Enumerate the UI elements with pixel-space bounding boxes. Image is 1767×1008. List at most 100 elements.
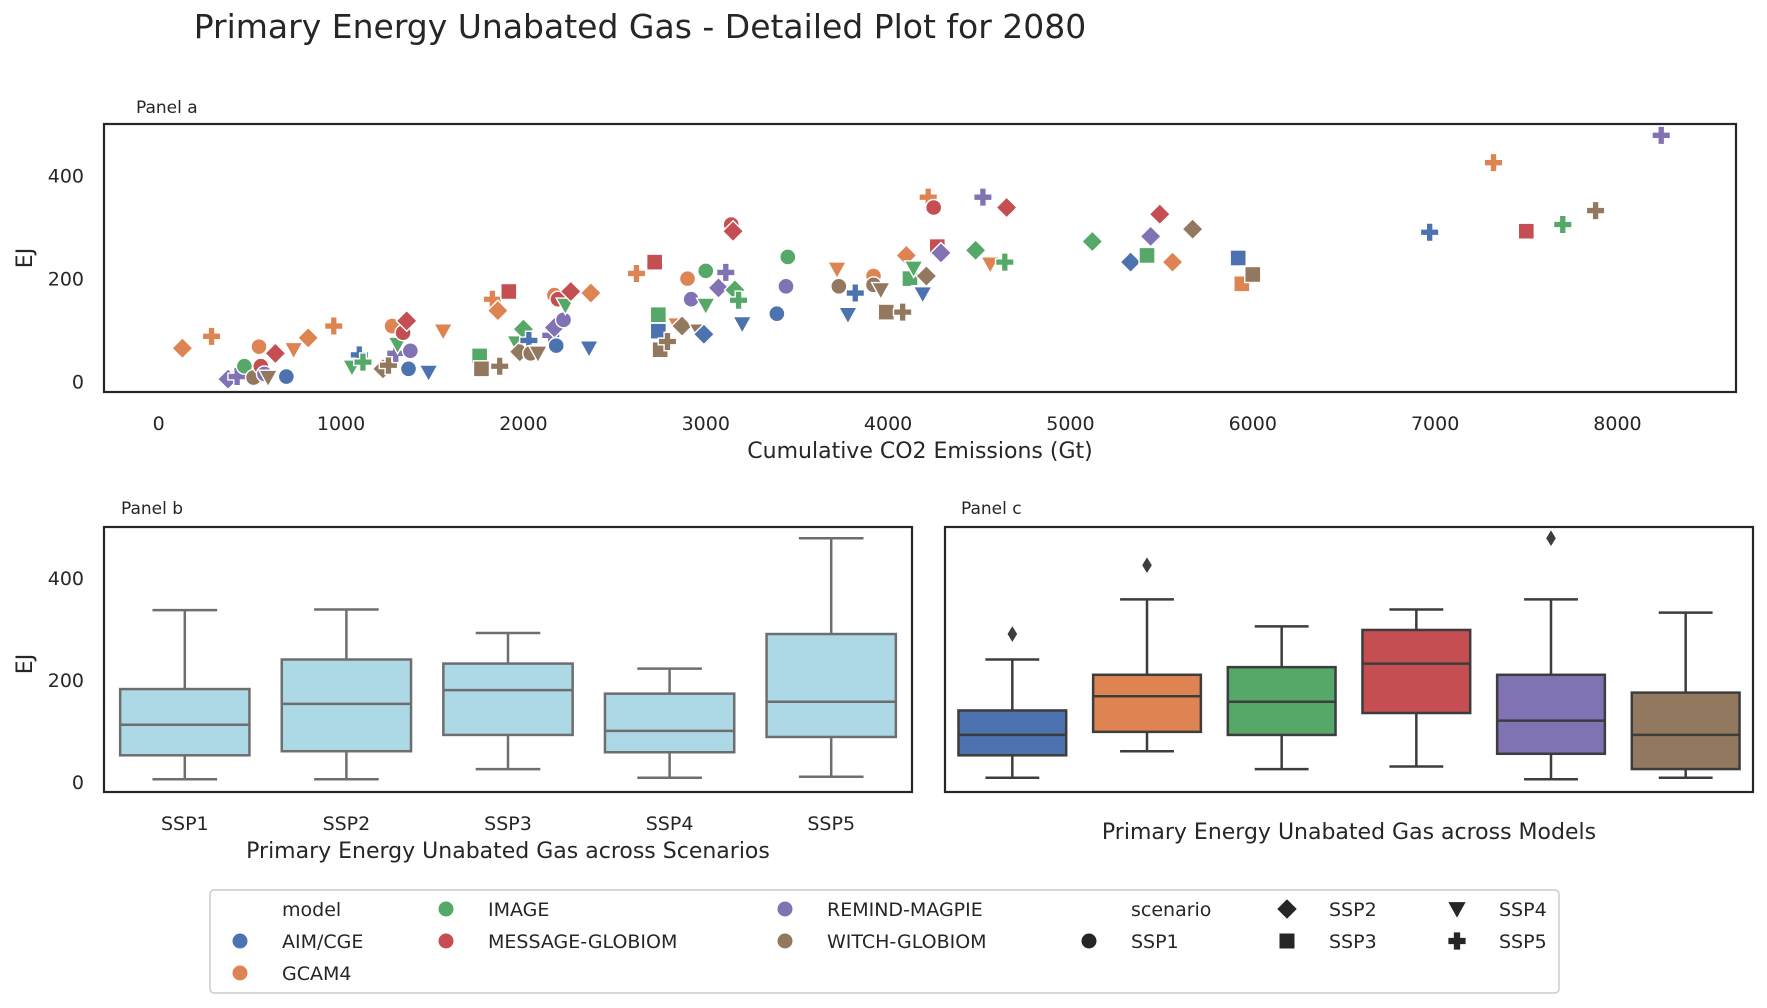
scatter-point [912,286,934,305]
panel-b-y-axis-label: EJ [13,654,38,674]
legend-model-label: AIM/CGE [282,931,363,953]
scatter-point [715,262,736,283]
panel-c-frame [943,525,1755,794]
scatter-point [657,331,678,352]
scatter-point [579,281,603,305]
scatter-point [1651,125,1672,146]
box-outlier [1142,557,1152,574]
scatter-point [929,241,953,265]
scatter-point [649,305,668,324]
scatter-point [201,326,222,347]
scatter-point [1161,250,1184,274]
x-tick-label: SSP1 [161,813,209,835]
x-tick-label: SSP2 [323,813,371,835]
scatter-point [418,364,439,384]
panel-a-x-axis-label: Cumulative CO2 Emissions (Gt) [747,439,1092,464]
legend-model-label: MESSAGE-GLOBIOM [488,931,677,953]
legend-marker [1081,933,1097,949]
legend-marker [777,901,793,917]
scatter-point [527,345,549,364]
scatter-point [914,264,938,288]
panel-a-y-axis-label: EJ [13,248,38,268]
scatter-point [692,322,716,346]
scatter-point [707,276,730,300]
legend-model-label: WITCH-GLOBIOM [827,931,987,953]
scatter-point [171,336,194,360]
scatter-point [554,311,573,329]
scatter-point [472,360,491,378]
scatter-point [250,337,268,356]
panel-a-x-ticks: 0 1000 2000 3000 4000 5000 6000 7000 8000 [153,413,1642,435]
y-tick-label: 400 [48,166,84,188]
scatter-point [892,302,913,323]
scatter-point [1139,224,1163,248]
scatter-point [296,326,320,350]
scatter-point [837,306,859,326]
panel-c-label: Panel c [961,499,1022,519]
panel-a-frame [102,122,1738,394]
panel-a-label: Panel a [136,98,198,118]
scatter-point [670,314,694,338]
panel-b-frame [102,525,914,794]
scatter-point [1517,222,1536,240]
scatter-point [283,341,305,361]
box-iqr [1630,691,1741,771]
panel-b-y-ticks: 0 200 400 [48,568,84,794]
box-iqr [118,687,251,757]
scatter-point [578,340,600,359]
x-tick-label: SSP5 [807,813,855,835]
x-tick-label: 3000 [682,413,730,435]
scatter-point [645,253,664,271]
legend-marker [1448,902,1466,918]
x-tick-label: 7000 [1411,413,1459,435]
panel-c: Panel c Primary Energy Unabated Gas acro… [943,499,1755,845]
x-tick-label: SSP4 [646,813,694,835]
panel-b-x-axis-label: Primary Energy Unabated Gas across Scena… [246,839,770,864]
scatter-point [432,323,454,342]
scatter-point [731,315,753,335]
scatter-point [353,352,373,373]
y-tick-label: 200 [48,670,84,692]
scatter-point [995,196,1019,219]
scatter-point [695,297,717,317]
box-iqr [1495,673,1607,756]
legend-scenario-label: SSP3 [1329,931,1377,953]
scatter-point [1244,265,1262,284]
scatter-point [870,281,892,301]
legend-model-label: IMAGE [488,899,549,921]
panel-b: Panel b SSP1 SSP2 SSP3 SSP4 SSP5 0 200 400 Pri… [13,499,914,864]
scatter-point [1148,202,1172,226]
scatter-point [768,304,786,323]
legend-marker [438,901,454,917]
box-iqr [603,692,736,754]
legend-model-label: REMIND-MAGPIE [827,899,983,921]
y-tick-label: 0 [72,372,84,394]
scatter-point [1080,230,1104,253]
scatter-point [678,269,697,288]
panel-a: Panel a 0 1000 2000 3000 4000 5000 6000 7000 800… [13,98,1738,464]
legend-marker [1279,933,1295,949]
scatter-point [1483,152,1504,173]
legend-marker [1448,932,1466,950]
scatter-point [979,256,1001,275]
scatter-point [277,367,296,386]
box-iqr [1361,628,1472,715]
scatter-point [830,277,848,296]
scatter-point [323,316,344,336]
scatter-point [697,262,715,280]
scatter-point [1419,222,1440,243]
scatter-point [547,336,565,355]
y-tick-label: 200 [48,269,84,291]
legend-marker [232,933,248,949]
scatter-point [973,187,993,208]
y-tick-label: 400 [48,568,84,590]
box-iqr [765,632,898,739]
legend-marker [438,933,454,949]
legend-items: model AIM/CGE GCAM4 IMAGE MESSAGE-GLOBIOM REM… [232,899,1547,985]
panel-a-y-ticks: 0 200 400 [48,166,84,394]
scatter-point [903,260,925,279]
figure-title: Primary Energy Unabated Gas - Detailed P… [194,7,1087,46]
scatter-point [721,219,745,243]
panel-a-points [171,125,1672,391]
